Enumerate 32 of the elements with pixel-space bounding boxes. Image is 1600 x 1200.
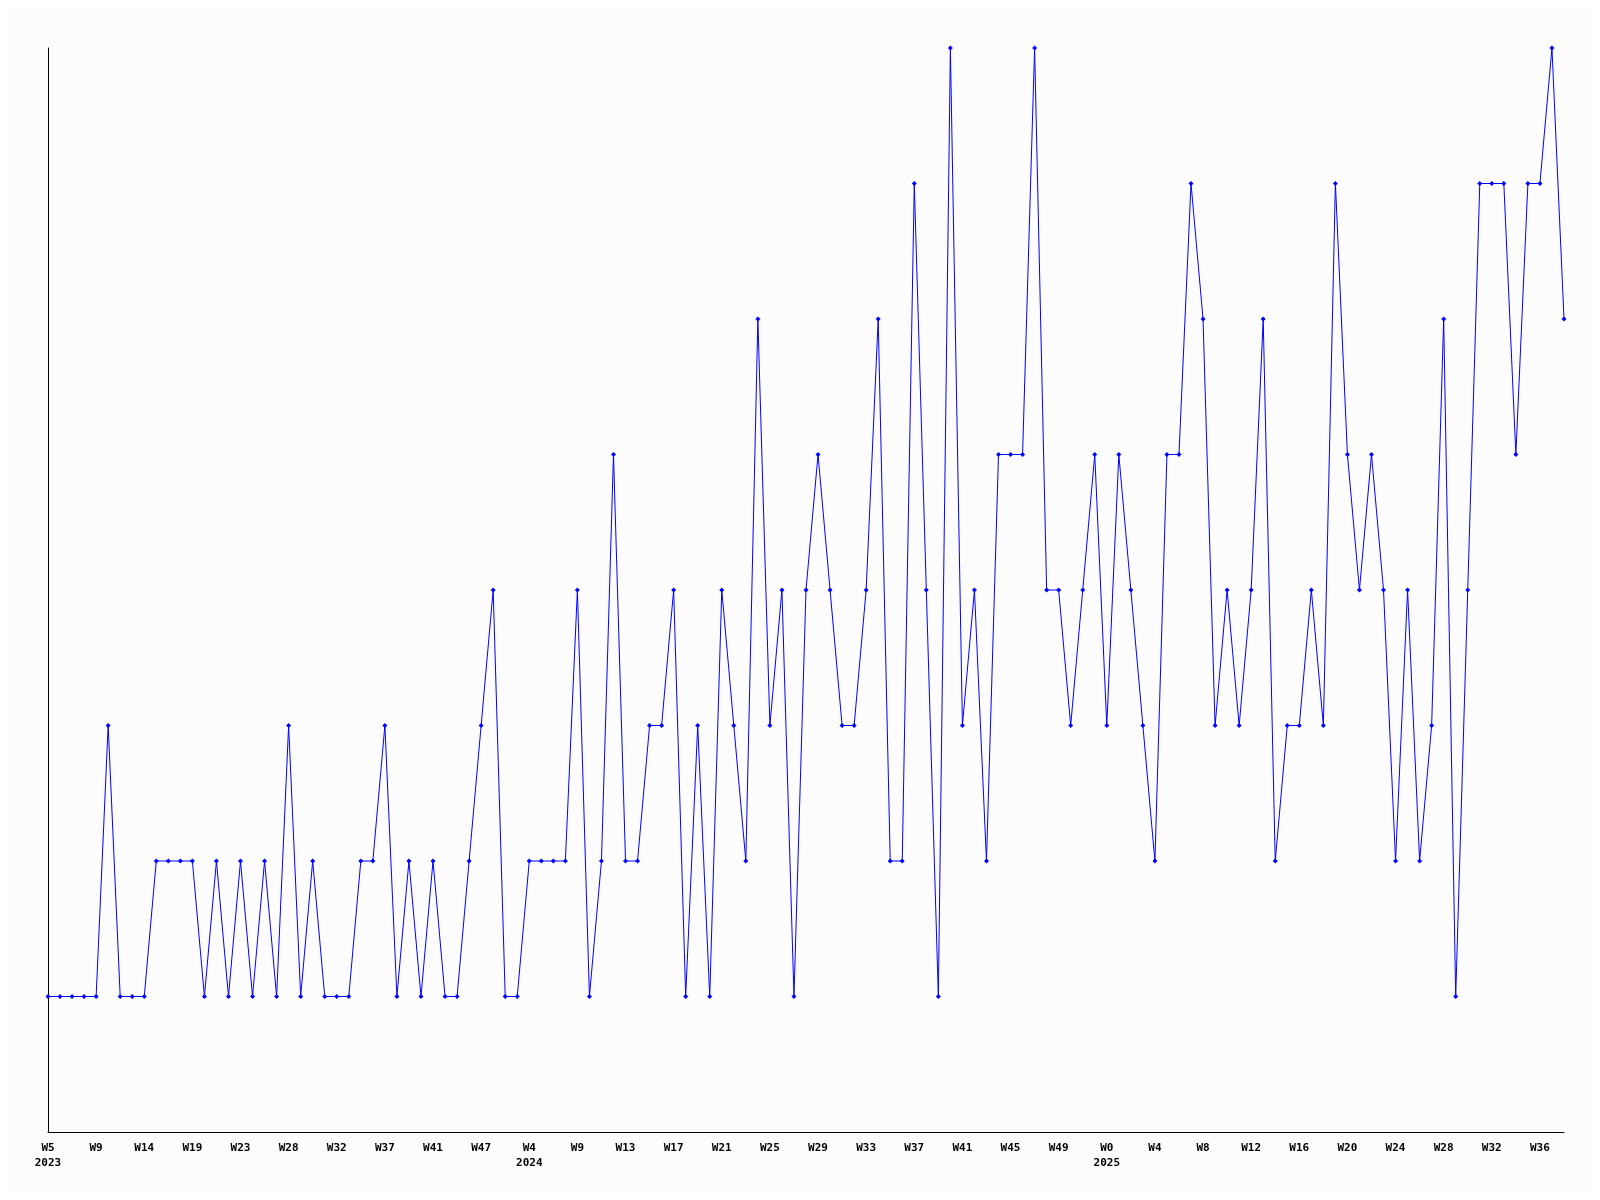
- x-tick-label: W17: [663, 1141, 684, 1154]
- x-tick-label: W41: [423, 1141, 444, 1154]
- x-tick-label: W28: [278, 1141, 299, 1154]
- x-tick-label: W37: [374, 1141, 395, 1154]
- x-tick-label: W33: [856, 1141, 877, 1154]
- x-tick-label: W4 2024: [516, 1141, 543, 1169]
- x-tick-label: W5 2023: [34, 1141, 62, 1169]
- x-tick-label: W23: [230, 1141, 251, 1154]
- x-tick-label: W19: [182, 1141, 203, 1154]
- x-tick-label: W12: [1241, 1141, 1262, 1154]
- x-tick-label: W28: [1433, 1141, 1454, 1154]
- x-tick-label: W21: [711, 1141, 733, 1154]
- x-tick-label: W13: [615, 1141, 636, 1154]
- x-tick-label: W24: [1385, 1141, 1406, 1154]
- x-tick-label: W41: [952, 1141, 973, 1154]
- x-tick-label: W49: [1048, 1141, 1069, 1154]
- x-tick-label: W32: [1481, 1141, 1502, 1154]
- x-tick-label: W32: [326, 1141, 347, 1154]
- x-tick-label: W8: [1196, 1141, 1210, 1154]
- x-tick-label: W37: [904, 1141, 925, 1154]
- x-tick-label: W29: [808, 1141, 828, 1154]
- x-tick-label: W16: [1289, 1141, 1310, 1154]
- x-tick-label: W14: [134, 1141, 155, 1154]
- x-tick-label: W9: [89, 1141, 103, 1154]
- x-tick-label: W0 2025: [1093, 1141, 1121, 1169]
- x-tick-label: W45: [1000, 1141, 1021, 1154]
- x-tick-label: W4: [1148, 1141, 1162, 1154]
- x-tick-label: W47: [471, 1141, 492, 1154]
- x-tick-label: W36: [1530, 1141, 1551, 1154]
- x-tick-label: W9: [570, 1141, 585, 1154]
- x-tick-label: W25: [759, 1141, 780, 1154]
- x-tick-label: W20: [1337, 1141, 1358, 1154]
